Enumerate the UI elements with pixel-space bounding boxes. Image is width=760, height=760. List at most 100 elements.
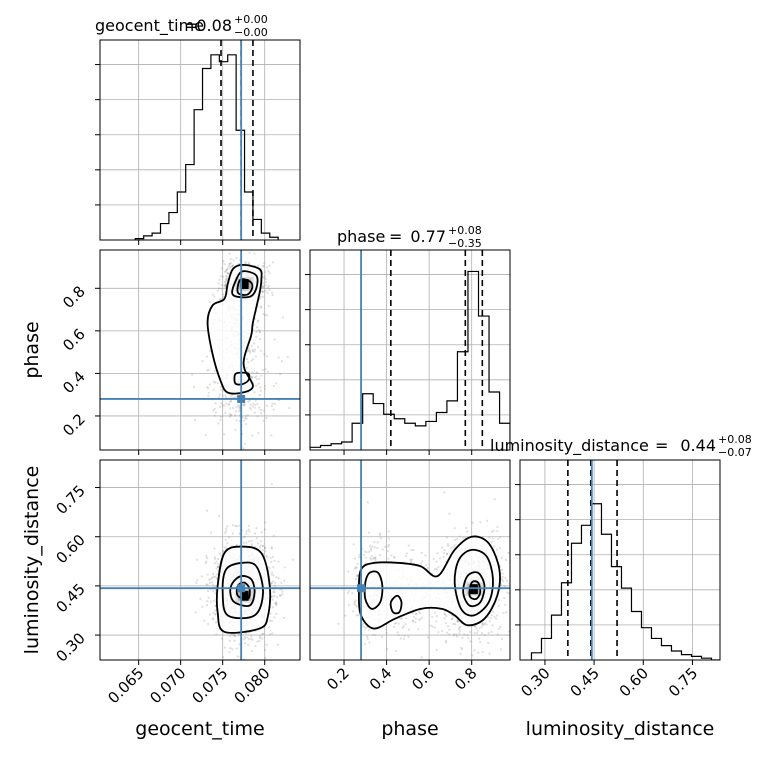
panel-luminosity-distance-vs-geocent-time-sample-point (226, 541, 229, 545)
panel-luminosity-distance-vs-phase-sample-point (497, 598, 501, 602)
panel-luminosity-distance-vs-phase-sample-point (478, 626, 481, 630)
panel-phase-vs-geocent-time-sample-point (227, 403, 230, 406)
panel-phase-vs-geocent-time-sample-point (225, 268, 228, 271)
panel-luminosity-distance-vs-geocent-time-sample-point (224, 538, 227, 541)
panel-luminosity-distance-vs-geocent-time-sample-point (214, 612, 217, 616)
panel-luminosity-distance-vs-geocent-time-sample-point (224, 529, 228, 533)
panel-luminosity-distance-vs-geocent-time-sample-point (264, 546, 267, 549)
panel-phase-vs-geocent-time-sample-point (243, 403, 246, 406)
panel-luminosity-distance-vs-geocent-time-sample-point (274, 601, 277, 605)
panel-luminosity-distance-vs-geocent-time-sample-point (247, 524, 251, 527)
panel-luminosity-distance-vs-phase-sample-point (489, 616, 493, 620)
panel-luminosity-distance-vs-phase-sample-point (465, 530, 469, 533)
panel-luminosity-distance-vs-phase-sample-point (361, 622, 365, 626)
panel-luminosity-distance-vs-geocent-time-sample-point (265, 643, 268, 646)
panel-phase-vs-geocent-time-sample-point (254, 403, 257, 406)
panel-phase-vs-geocent-time-sample-point (262, 265, 265, 268)
panel-phase-vs-geocent-time-sample-point (224, 283, 228, 286)
panel-phase-vs-geocent-time-sample-point (219, 418, 222, 422)
panel-luminosity-distance-vs-phase-sample-point (372, 633, 375, 637)
panel-luminosity-distance-vs-geocent-time-sample-point (249, 637, 252, 640)
panel-luminosity-distance-vs-geocent-time-sample-point (259, 636, 262, 640)
panel-luminosity-distance-vs-geocent-time-sample-point (206, 604, 209, 607)
panel-phase-vs-geocent-time-sample-point (251, 349, 254, 352)
panel-phase-vs-geocent-time-sample-point (255, 371, 258, 374)
panel-phase-vs-geocent-time-sample-point (264, 270, 267, 274)
panel-luminosity-distance-vs-phase-sample-point (446, 543, 450, 546)
panel-luminosity-distance-vs-geocent-time-sample-point (212, 618, 215, 621)
panel-luminosity-distance-vs-phase-sample-point (503, 597, 506, 600)
panel-phase-vs-geocent-time-sample-point (244, 417, 247, 420)
panel-luminosity-distance-vs-phase-sample-point (516, 590, 518, 592)
panel-luminosity-distance-vs-geocent-time-sample-point (243, 536, 246, 539)
panel-luminosity-distance-vs-phase-sample-point (465, 526, 468, 530)
panel-phase-vs-geocent-time-sample-point (273, 402, 276, 405)
panel-luminosity-distance-vs-phase-sample-point (387, 543, 391, 547)
panel-phase-vs-geocent-time-sample-point (223, 284, 226, 287)
panel-luminosity-distance-vs-phase-sample-point (400, 617, 403, 620)
panel-phase-vs-geocent-time-sample-point (259, 386, 262, 389)
panel-phase-vs-geocent-time-sample-point (250, 344, 253, 348)
panel-luminosity-distance-vs-phase-sample-point (383, 545, 387, 548)
panel-luminosity-distance-vs-phase-sample-point (407, 544, 410, 547)
panel-luminosity-distance-vs-phase-sample-point (471, 654, 474, 657)
panel-luminosity-distance-vs-geocent-time-sample-point (275, 601, 278, 604)
panel-luminosity-distance-vs-phase-sample-point (362, 625, 366, 628)
panel-luminosity-distance-vs-phase-sample-point (353, 600, 357, 603)
panel-luminosity-distance-vs-phase-sample-point (337, 622, 340, 625)
panel-phase-vs-geocent-time-sample-point (231, 264, 234, 268)
panel-luminosity-distance-vs-geocent-time-sample-point (243, 535, 246, 538)
panel-luminosity-distance-vs-phase-sample-point (443, 613, 447, 616)
panel-luminosity-distance-vs-geocent-time-sample-point (213, 555, 216, 559)
panel-phase-vs-geocent-time-sample-point (218, 298, 222, 301)
panel-phase-vs-geocent-time-sample-point (224, 411, 227, 414)
panel-luminosity-distance-vs-phase-sample-point (453, 544, 456, 547)
panel-phase-vs-geocent-time-sample-point (221, 394, 224, 397)
panel-luminosity-distance-vs-phase-sample-point (412, 548, 415, 551)
hist-geocent-time-bars (134, 54, 279, 240)
panel-luminosity-distance-vs-phase-sample-point (393, 556, 396, 559)
xtick-label-luminosity-distance-2: 0.60 (616, 664, 652, 700)
panel-luminosity-distance-vs-geocent-time-sample-point (222, 550, 225, 553)
panel-luminosity-distance-vs-phase-sample-point (411, 620, 415, 623)
panel-luminosity-distance-vs-phase-sample-point (435, 560, 438, 563)
panel-luminosity-distance-vs-phase-plot-area (310, 460, 518, 660)
panel-phase-vs-geocent-time-sample-point (207, 369, 210, 372)
panel-luminosity-distance-vs-phase-sample-point (386, 550, 389, 553)
panel-phase-vs-geocent-time-sample-point (224, 280, 227, 283)
panel-luminosity-distance-vs-phase-sample-point (354, 599, 357, 602)
panel-luminosity-distance-vs-phase-sample-point (504, 603, 507, 607)
panel-luminosity-distance-vs-phase-sample-point (443, 548, 446, 552)
title-phase: phase = 0.77 +0.08 −0.35 (337, 224, 482, 250)
panel-luminosity-distance-vs-geocent-time-sample-point (270, 573, 273, 576)
panel-luminosity-distance-vs-phase-sample-point (402, 637, 406, 640)
panel-luminosity-distance-vs-phase-sample-point (396, 631, 399, 634)
panel-phase-vs-geocent-time-sample-point (227, 272, 230, 275)
panel-phase-vs-geocent-time-sample-point (265, 266, 269, 269)
panel-luminosity-distance-vs-geocent-time-sample-point (238, 524, 241, 528)
panel-phase-vs-geocent-time-sample-point (228, 262, 232, 266)
panel-luminosity-distance-vs-geocent-time-sample-point (269, 632, 272, 636)
panel-luminosity-distance-vs-phase-sample-point (456, 537, 459, 540)
panel-phase-vs-geocent-time-sample-point (229, 400, 233, 403)
panel-phase-vs-geocent-time-sample-point (259, 296, 262, 299)
panel-luminosity-distance-vs-phase-sample-point (451, 617, 454, 620)
panel-luminosity-distance-vs-geocent-time-sample-point (274, 602, 277, 605)
panel-luminosity-distance-vs-geocent-time-sample-point (233, 634, 236, 637)
panel-phase-vs-geocent-time-sample-point (259, 412, 263, 415)
panel-luminosity-distance-vs-phase-sample-point (496, 633, 499, 636)
panel-phase-vs-geocent-time-sample-point (228, 412, 231, 415)
panel-phase-vs-geocent-time-sample-point (249, 408, 252, 411)
panel-luminosity-distance-vs-geocent-time-sample-point (258, 639, 261, 643)
panel-luminosity-distance-vs-phase-contour-inner-4 (462, 571, 486, 608)
panel-luminosity-distance-vs-phase-sample-point (479, 520, 482, 524)
panel-luminosity-distance-vs-geocent-time-sample-point (276, 643, 279, 646)
panel-phase-vs-geocent-time-sample-point (258, 377, 261, 380)
panel-phase-vs-geocent-time-sample-point (224, 274, 228, 278)
panel-phase-vs-geocent-time-sample-point (238, 407, 241, 410)
panel-luminosity-distance-vs-geocent-time-sample-point (242, 638, 245, 641)
panel-phase-vs-geocent-time-sample-point (193, 418, 197, 421)
panel-phase-vs-geocent-time-sample-point (223, 281, 226, 284)
panel-luminosity-distance-vs-phase-sample-point (387, 545, 390, 548)
panel-luminosity-distance-vs-phase-sample-point (478, 637, 481, 640)
